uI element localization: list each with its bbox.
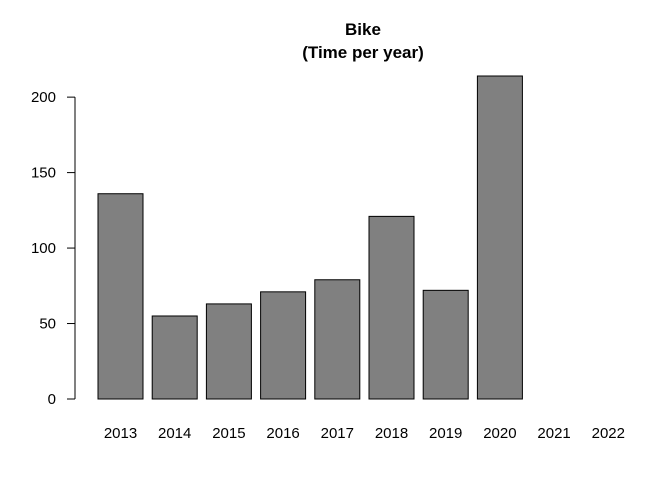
x-tick-labels: 2013 2014 2015 2016 2017 2018 2019 2020 2021 2022 (104, 425, 625, 442)
bar-2020 (476, 75, 523, 400)
bar-2018 (368, 215, 415, 400)
x-tick-label-2018: 2018 (375, 425, 408, 442)
chart-subtitle: (Time per year) (302, 43, 424, 62)
x-tick-label-2020: 2020 (483, 425, 516, 442)
y-tick-label: 100 (31, 240, 56, 257)
x-tick-label-2017: 2017 (321, 425, 354, 442)
bar-2016 (260, 291, 307, 400)
x-tick-label-2014: 2014 (158, 425, 191, 442)
chart-title: Bike (345, 20, 381, 39)
y-tick-label: 0 (48, 391, 56, 408)
bar-2015 (205, 303, 252, 400)
x-tick-label-2019: 2019 (429, 425, 462, 442)
bars-group (97, 75, 523, 400)
x-tick-label-2016: 2016 (266, 425, 299, 442)
y-tick-label: 150 (31, 165, 56, 182)
bar-2014 (151, 315, 198, 400)
x-tick-label-2022: 2022 (592, 425, 625, 442)
bar-2013 (97, 193, 144, 400)
bar-2019 (422, 289, 469, 400)
x-tick-label-2013: 2013 (104, 425, 137, 442)
bar-2017 (314, 279, 361, 400)
y-tick-label: 200 (31, 89, 56, 106)
x-tick-label-2015: 2015 (212, 425, 245, 442)
x-tick-label-2021: 2021 (537, 425, 570, 442)
y-axis: 0 50 100 150 200 (31, 89, 76, 408)
y-tick-label: 50 (39, 316, 56, 333)
